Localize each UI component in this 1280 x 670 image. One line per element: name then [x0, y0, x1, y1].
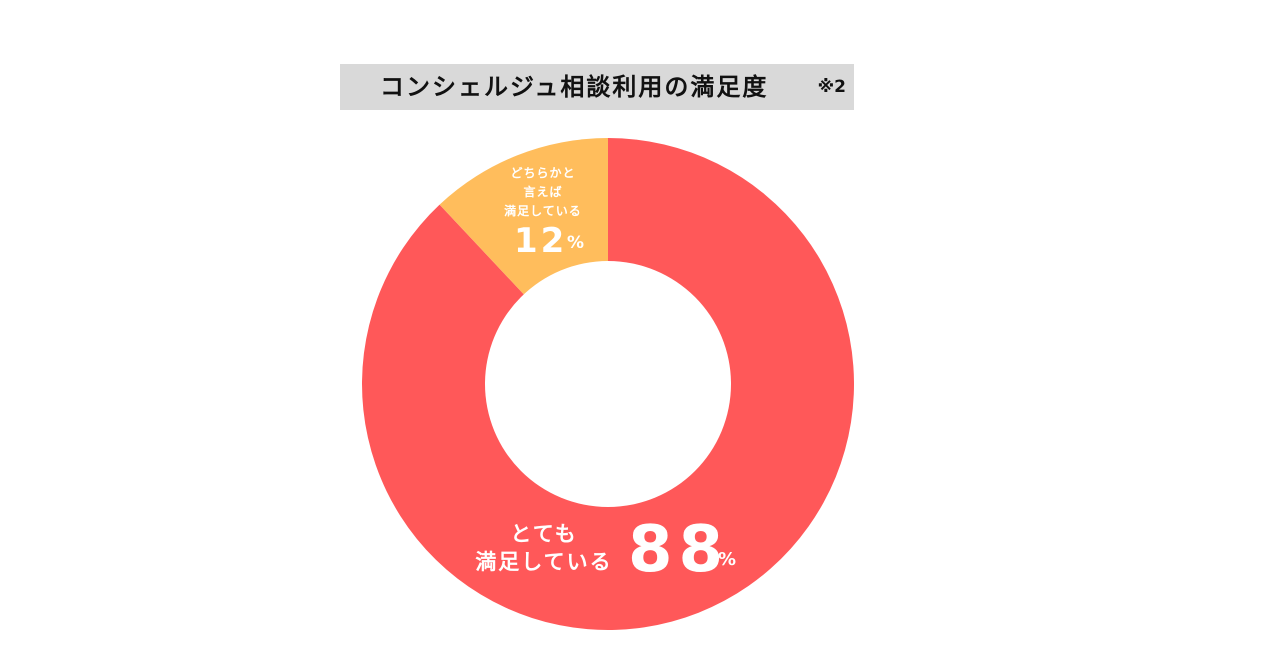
slice-label-line: 満足している: [475, 550, 613, 574]
chart-title: コンシェルジュ相談利用の満足度: [380, 73, 769, 101]
slice-label-line: とても: [510, 522, 578, 546]
slice-label-somewhat-satisfied: どちらかと 言えば 満足している: [486, 164, 600, 221]
donut-hole: [485, 261, 731, 507]
slice-value-very-satisfied: 88: [628, 513, 730, 587]
slice-value-somewhat-satisfied: 12: [514, 221, 568, 261]
slice-label-line: 満足している: [504, 204, 582, 218]
slice-label-line: 言えば: [523, 185, 563, 199]
slice-unit-very-satisfied: %: [718, 549, 737, 570]
slice-label-line: どちらかと: [510, 166, 576, 180]
chart-title-box: コンシェルジュ相談利用の満足度 ※2: [340, 64, 854, 110]
slice-unit-somewhat-satisfied: %: [567, 233, 585, 253]
chart-note: ※2: [817, 77, 846, 97]
slice-label-very-satisfied: とても 満足している: [462, 520, 626, 576]
